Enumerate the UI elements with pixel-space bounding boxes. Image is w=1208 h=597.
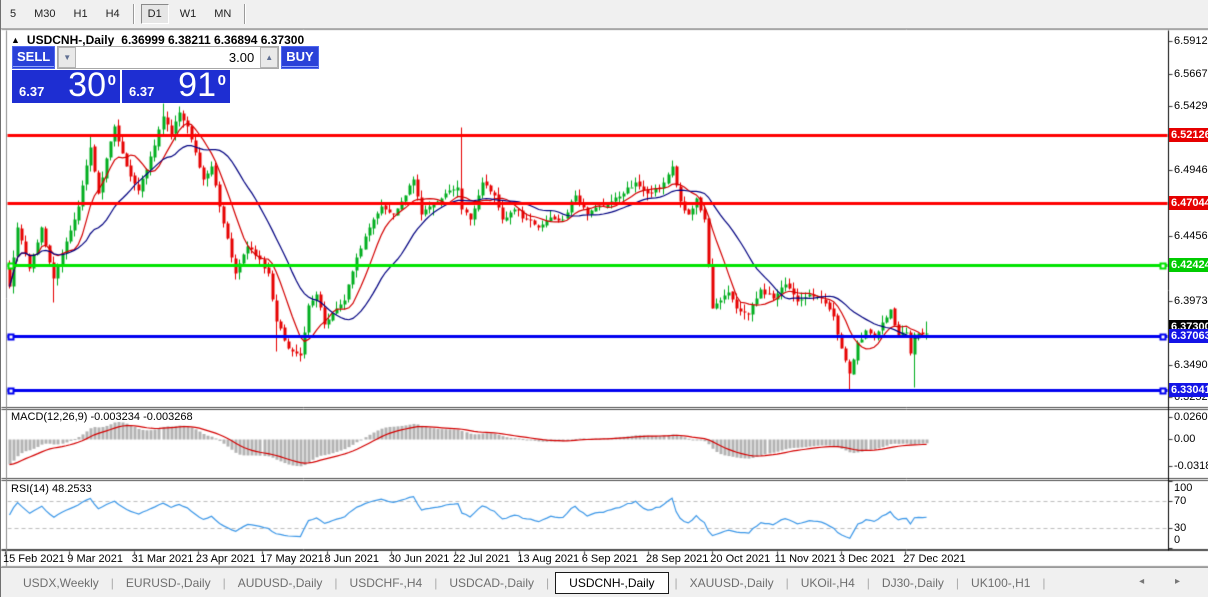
price-axis-tick: 6.39730 [1174, 294, 1208, 307]
sell-price-display[interactable]: 6.37 30 0 [12, 66, 120, 104]
buy-price-sup: 0 [217, 72, 226, 89]
hline-price-badge: 6.42424 [1169, 257, 1208, 272]
rsi-axis-tick: 70 [1174, 495, 1187, 508]
tab-separator: | [222, 575, 226, 590]
timeframe-button-h1[interactable]: H1 [73, 8, 88, 20]
macd-axis-tick: 0.00 [1174, 433, 1196, 445]
buy-price-display[interactable]: 6.37 91 0 [122, 66, 230, 104]
volume-spinner: ▼ ▲ [57, 46, 280, 69]
macd-axis-tick: -0.03187 [1174, 459, 1208, 472]
chart-tab-usdcad-daily[interactable]: USDCAD-,Daily [449, 575, 535, 590]
date-axis-label: 8 Jun 2021 [324, 553, 379, 565]
volume-decrease-button[interactable]: ▼ [58, 47, 77, 68]
date-axis-label: 3 Dec 2021 [838, 553, 896, 565]
chart-tab-usdcnh-daily[interactable]: USDCNH-,Daily [555, 571, 669, 594]
toolbar-separator [244, 4, 247, 24]
chart-ohlc-values: 6.36999 6.38211 6.36894 6.37300 [121, 33, 305, 47]
date-axis-label: 23 Apr 2021 [195, 553, 256, 565]
sell-price-sup: 0 [107, 72, 116, 89]
chart-tab-usdchf-h4[interactable]: USDCHF-,H4 [349, 575, 423, 590]
chart-tab-dj30-daily[interactable]: DJ30-,Daily [881, 575, 944, 590]
tab-separator: | [1042, 575, 1046, 590]
one-click-trade-panel: SELL ▼ ▲ BUY 6.37 30 0 6.37 91 0 [12, 46, 319, 104]
price-axis-tick: 6.54290 [1174, 99, 1208, 112]
rsi-indicator-label: RSI(14) 48.2533 [11, 483, 92, 495]
price-axis-tick: 6.59120 [1174, 35, 1208, 47]
rsi-axis-tick: 0 [1174, 534, 1181, 546]
sell-price-small: 6.37 [19, 84, 45, 99]
hline-price-badge: 6.37063 [1169, 329, 1208, 344]
tab-separator: | [434, 575, 438, 590]
tab-separator: | [674, 575, 678, 590]
date-axis-label: 27 Dec 2021 [903, 553, 966, 565]
date-axis-label: 30 Jun 2021 [388, 553, 450, 565]
date-axis-label: 20 Oct 2021 [710, 553, 771, 565]
tab-separator: | [334, 575, 338, 590]
date-axis-label: 11 Nov 2021 [774, 553, 837, 565]
date-axis-label: 17 May 2021 [260, 553, 324, 565]
volume-input[interactable] [76, 47, 261, 68]
tab-separator: | [110, 575, 114, 590]
sell-button[interactable]: SELL [12, 46, 56, 69]
chart-tab-xauusd-daily[interactable]: XAUUSD-,Daily [689, 575, 774, 590]
price-axis-tick: 6.44560 [1174, 229, 1208, 242]
tab-separator: | [546, 575, 550, 590]
macd-indicator-label: MACD(12,26,9) -0.003234 -0.003268 [11, 411, 193, 423]
buy-price-small: 6.37 [129, 84, 155, 99]
timeframe-button-mn[interactable]: MN [214, 8, 232, 20]
oneclick-collapse-icon[interactable]: ▲ [11, 35, 20, 45]
rsi-axis-tick: 100 [1174, 482, 1193, 494]
timeframe-button-5[interactable]: 5 [10, 8, 17, 20]
chart-tab-uk100-h1[interactable]: UK100-,H1 [971, 575, 1031, 590]
price-axis-tick: 6.56670 [1174, 67, 1208, 80]
date-axis-label: 31 Mar 2021 [131, 553, 194, 565]
date-axis-label: 13 Aug 2021 [517, 553, 580, 565]
timeframe-button-d1[interactable]: D1 [140, 4, 169, 24]
tab-separator: | [866, 575, 870, 590]
tab-scroll-arrows[interactable]: ◂ ▸ [1139, 576, 1194, 587]
chart-tab-bar: USDX,Weekly | EURUSD-,Daily | AUDUSD-,Daily |… [1, 567, 1208, 597]
hline-price-badge: 6.52126 [1169, 127, 1208, 142]
hline-price-badge: 6.47044 [1169, 195, 1208, 210]
tab-separator: | [955, 575, 960, 590]
tab-separator: | [785, 575, 789, 590]
date-axis-label: 6 Sep 2021 [581, 553, 638, 565]
chart-tab-ukoil-h4[interactable]: UKOil-,H4 [800, 575, 855, 590]
hline-price-badge: 6.33041 [1169, 383, 1208, 398]
volume-increase-button[interactable]: ▲ [260, 47, 279, 68]
sell-price-big: 30 [68, 66, 106, 104]
toolbar-separator [132, 4, 135, 24]
timeframe-button-w1[interactable]: W1 [179, 8, 197, 20]
buy-price-big: 91 [178, 66, 216, 104]
timeframe-button-m30[interactable]: M30 [34, 8, 56, 20]
date-axis-label: 28 Sep 2021 [646, 553, 709, 565]
date-axis-label: 9 Mar 2021 [67, 553, 123, 565]
timeframe-toolbar: 5 M30 H1 H4 D1 W1 MN [1, 0, 1208, 29]
date-axis-label: 22 Jul 2021 [453, 553, 510, 565]
chart-tab-audusd-daily[interactable]: AUDUSD-,Daily [237, 575, 323, 590]
rsi-axis-tick: 30 [1174, 521, 1187, 534]
macd-axis-tick: 0.02607 [1174, 410, 1208, 423]
chart-tab-eurusd-daily[interactable]: EURUSD-,Daily [125, 575, 211, 590]
date-axis-label: 15 Feb 2021 [3, 553, 65, 565]
price-axis-tick: 6.49460 [1174, 164, 1208, 177]
chart-symbol-label: USDCNH-,Daily [26, 33, 115, 47]
timeframe-button-h4[interactable]: H4 [105, 8, 120, 20]
chart-title: ▲ USDCNH-,Daily 6.36999 6.38211 6.36894 … [11, 33, 304, 47]
buy-button[interactable]: BUY [281, 46, 319, 69]
chart-tab-usdx-weekly[interactable]: USDX,Weekly [23, 575, 99, 590]
